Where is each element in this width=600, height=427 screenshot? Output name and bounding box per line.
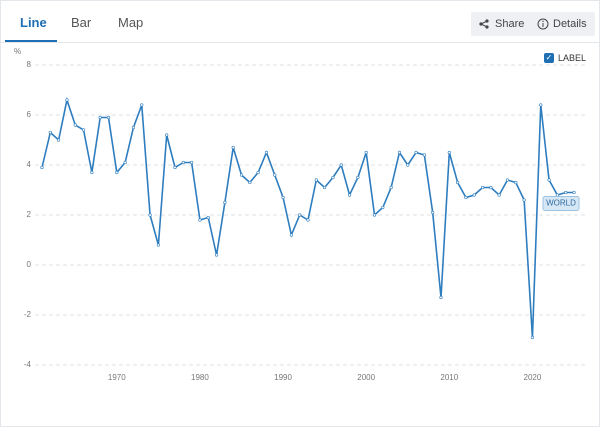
data-point [115, 170, 119, 175]
data-point [198, 218, 202, 222]
tab-map[interactable]: Map [118, 15, 144, 30]
tab-bar[interactable]: Bar [71, 15, 92, 30]
details-button[interactable]: Details [529, 12, 595, 36]
data-point [555, 193, 559, 197]
data-point [206, 215, 210, 220]
data-point [81, 128, 86, 132]
data-point [331, 175, 335, 180]
data-point [148, 213, 152, 217]
data-point [372, 213, 377, 217]
y-tick-label: 4 [27, 160, 32, 169]
data-point [173, 165, 177, 170]
y-axis-label: % [14, 47, 21, 56]
data-point [140, 103, 144, 107]
data-point [414, 150, 418, 155]
data-point [472, 193, 476, 197]
data-point [389, 185, 393, 190]
x-tick-label: 2020 [524, 373, 542, 382]
series-label: WORLD [546, 199, 576, 208]
tab-divider [1, 42, 599, 43]
data-line [41, 96, 574, 338]
data-point [564, 190, 568, 195]
y-tick-label: 6 [27, 110, 32, 119]
data-point [131, 125, 136, 130]
data-point [464, 195, 468, 200]
data-point [248, 180, 252, 185]
y-tick-label: -2 [24, 310, 32, 319]
data-point [223, 200, 227, 205]
x-tick-label: 1980 [191, 373, 209, 382]
data-point [73, 123, 77, 127]
y-tick-label: 2 [27, 210, 32, 219]
data-point [356, 175, 360, 180]
data-point [165, 133, 169, 137]
data-point [547, 178, 551, 182]
data-point [364, 150, 368, 155]
active-tab-indicator [5, 40, 57, 42]
data-point [431, 210, 435, 215]
data-point [273, 173, 277, 177]
data-point [489, 185, 493, 190]
data-point [90, 170, 94, 175]
details-label: Details [553, 18, 587, 30]
data-point [422, 153, 426, 157]
data-point [530, 335, 535, 340]
data-point [65, 98, 69, 102]
data-point [98, 115, 102, 120]
share-label: Share [495, 18, 525, 30]
data-point [514, 180, 518, 185]
data-point [190, 160, 194, 165]
series-label-box [542, 196, 580, 211]
data-point [40, 165, 44, 170]
checkbox[interactable]: ✓ [544, 53, 554, 63]
data-point [539, 103, 543, 107]
data-point [314, 178, 318, 182]
data-point [256, 170, 260, 175]
data-point [480, 185, 485, 190]
data-point [239, 173, 244, 177]
data-point [214, 253, 219, 257]
data-point [57, 138, 61, 142]
data-point [231, 145, 235, 150]
data-point [397, 150, 402, 155]
data-point [123, 160, 127, 165]
y-tick-label: 8 [27, 60, 32, 69]
data-point [181, 160, 185, 165]
data-point [406, 163, 410, 167]
data-point [306, 218, 310, 222]
data-point [439, 295, 443, 300]
label-toggle[interactable]: ✓ LABEL [544, 53, 586, 63]
y-tick-label: -4 [24, 360, 32, 369]
data-point [323, 185, 327, 190]
data-point [497, 193, 501, 197]
x-tick-label: 1990 [274, 373, 292, 382]
share-icon [479, 19, 489, 29]
share-button[interactable]: Share [471, 12, 533, 36]
x-tick-label: 2010 [440, 373, 458, 382]
data-point [281, 195, 285, 200]
x-tick-label: 1970 [108, 373, 126, 382]
data-point [505, 178, 510, 182]
data-point [289, 233, 293, 237]
data-point [522, 198, 526, 202]
checkbox-label: LABEL [558, 53, 587, 63]
info-icon [537, 18, 549, 30]
data-point [447, 150, 451, 155]
data-point [339, 163, 343, 167]
data-point [298, 213, 302, 217]
data-point [264, 150, 269, 155]
y-tick-label: 0 [27, 260, 32, 269]
tab-line[interactable]: Line [20, 15, 47, 30]
x-tick-label: 2000 [357, 373, 375, 382]
data-point [456, 180, 460, 185]
data-point [156, 243, 160, 247]
data-point [347, 193, 352, 197]
data-point [106, 115, 111, 120]
data-point [572, 190, 576, 195]
data-point [381, 205, 385, 210]
data-point [48, 130, 52, 135]
